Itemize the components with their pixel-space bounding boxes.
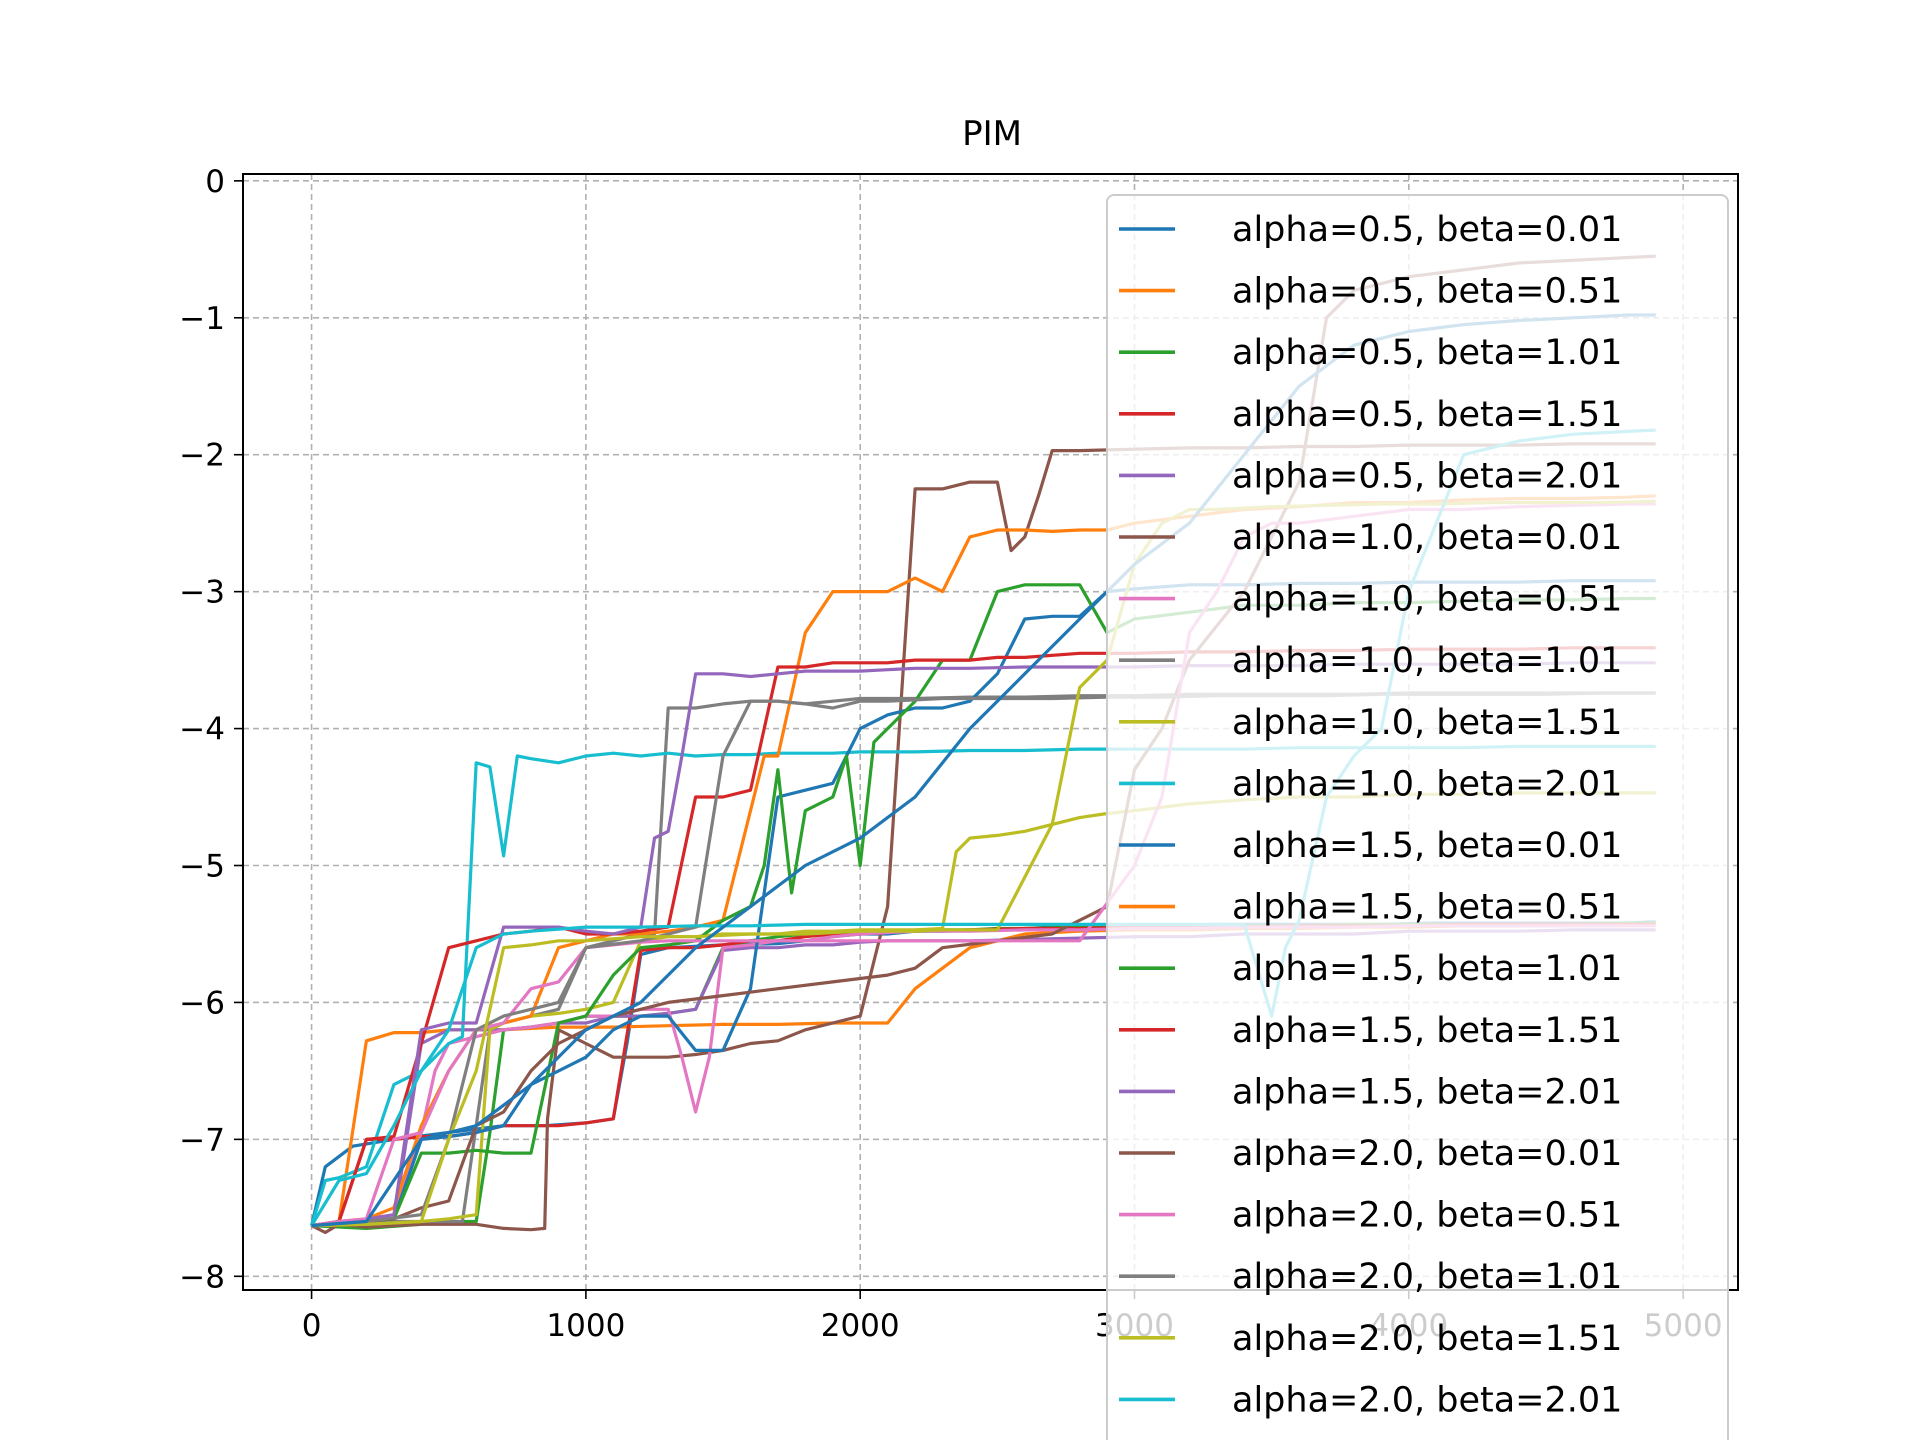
legend-label: alpha=0.5, beta=2.01 bbox=[1232, 456, 1622, 496]
legend-label: alpha=2.0, beta=1.51 bbox=[1232, 1319, 1622, 1359]
x-tick-label: 1000 bbox=[546, 1308, 625, 1344]
legend-label: alpha=0.5, beta=0.51 bbox=[1232, 272, 1622, 312]
chart-title: PIM bbox=[962, 114, 1022, 154]
y-tick-label: −2 bbox=[179, 438, 225, 474]
legend-label: alpha=1.5, beta=1.51 bbox=[1232, 1011, 1622, 1051]
y-tick-label: −7 bbox=[179, 1122, 225, 1158]
legend-label: alpha=0.5, beta=1.01 bbox=[1232, 333, 1622, 373]
x-tick-label: 0 bbox=[302, 1308, 322, 1344]
x-tick-label: 2000 bbox=[821, 1308, 900, 1344]
y-tick-label: −6 bbox=[179, 985, 225, 1021]
legend-label: alpha=1.5, beta=0.01 bbox=[1232, 826, 1622, 866]
legend-label: alpha=2.0, beta=0.51 bbox=[1232, 1196, 1622, 1236]
y-tick-label: −8 bbox=[179, 1259, 225, 1295]
y-tick-label: −5 bbox=[179, 849, 225, 885]
legend-label: alpha=1.5, beta=2.01 bbox=[1232, 1072, 1622, 1112]
legend: alpha=0.5, beta=0.01 alpha=0.5, beta=0.51… bbox=[1106, 194, 1729, 1440]
legend-label: alpha=2.0, beta=2.01 bbox=[1232, 1380, 1622, 1420]
y-tick-label: −3 bbox=[179, 575, 225, 611]
legend-label: alpha=2.0, beta=1.01 bbox=[1232, 1257, 1622, 1297]
legend-label: alpha=1.5, beta=0.51 bbox=[1232, 888, 1622, 928]
legend-label: alpha=1.0, beta=2.01 bbox=[1232, 764, 1622, 804]
y-tick-label: −4 bbox=[179, 712, 225, 748]
y-tick-label: 0 bbox=[205, 164, 225, 200]
y-tick-label: −1 bbox=[179, 301, 225, 337]
plot-frame bbox=[242, 173, 1739, 1291]
legend-label: alpha=1.0, beta=0.01 bbox=[1232, 518, 1622, 558]
legend-label: alpha=1.0, beta=1.51 bbox=[1232, 703, 1622, 743]
legend-box bbox=[1106, 194, 1729, 1440]
legend-label: alpha=1.5, beta=1.01 bbox=[1232, 949, 1622, 989]
legend-label: alpha=0.5, beta=1.51 bbox=[1232, 395, 1622, 435]
legend-label: alpha=2.0, beta=0.01 bbox=[1232, 1134, 1622, 1174]
legend-label: alpha=0.5, beta=0.01 bbox=[1232, 210, 1622, 250]
legend-label: alpha=1.0, beta=1.01 bbox=[1232, 641, 1622, 681]
legend-label: alpha=1.0, beta=0.51 bbox=[1232, 580, 1622, 620]
